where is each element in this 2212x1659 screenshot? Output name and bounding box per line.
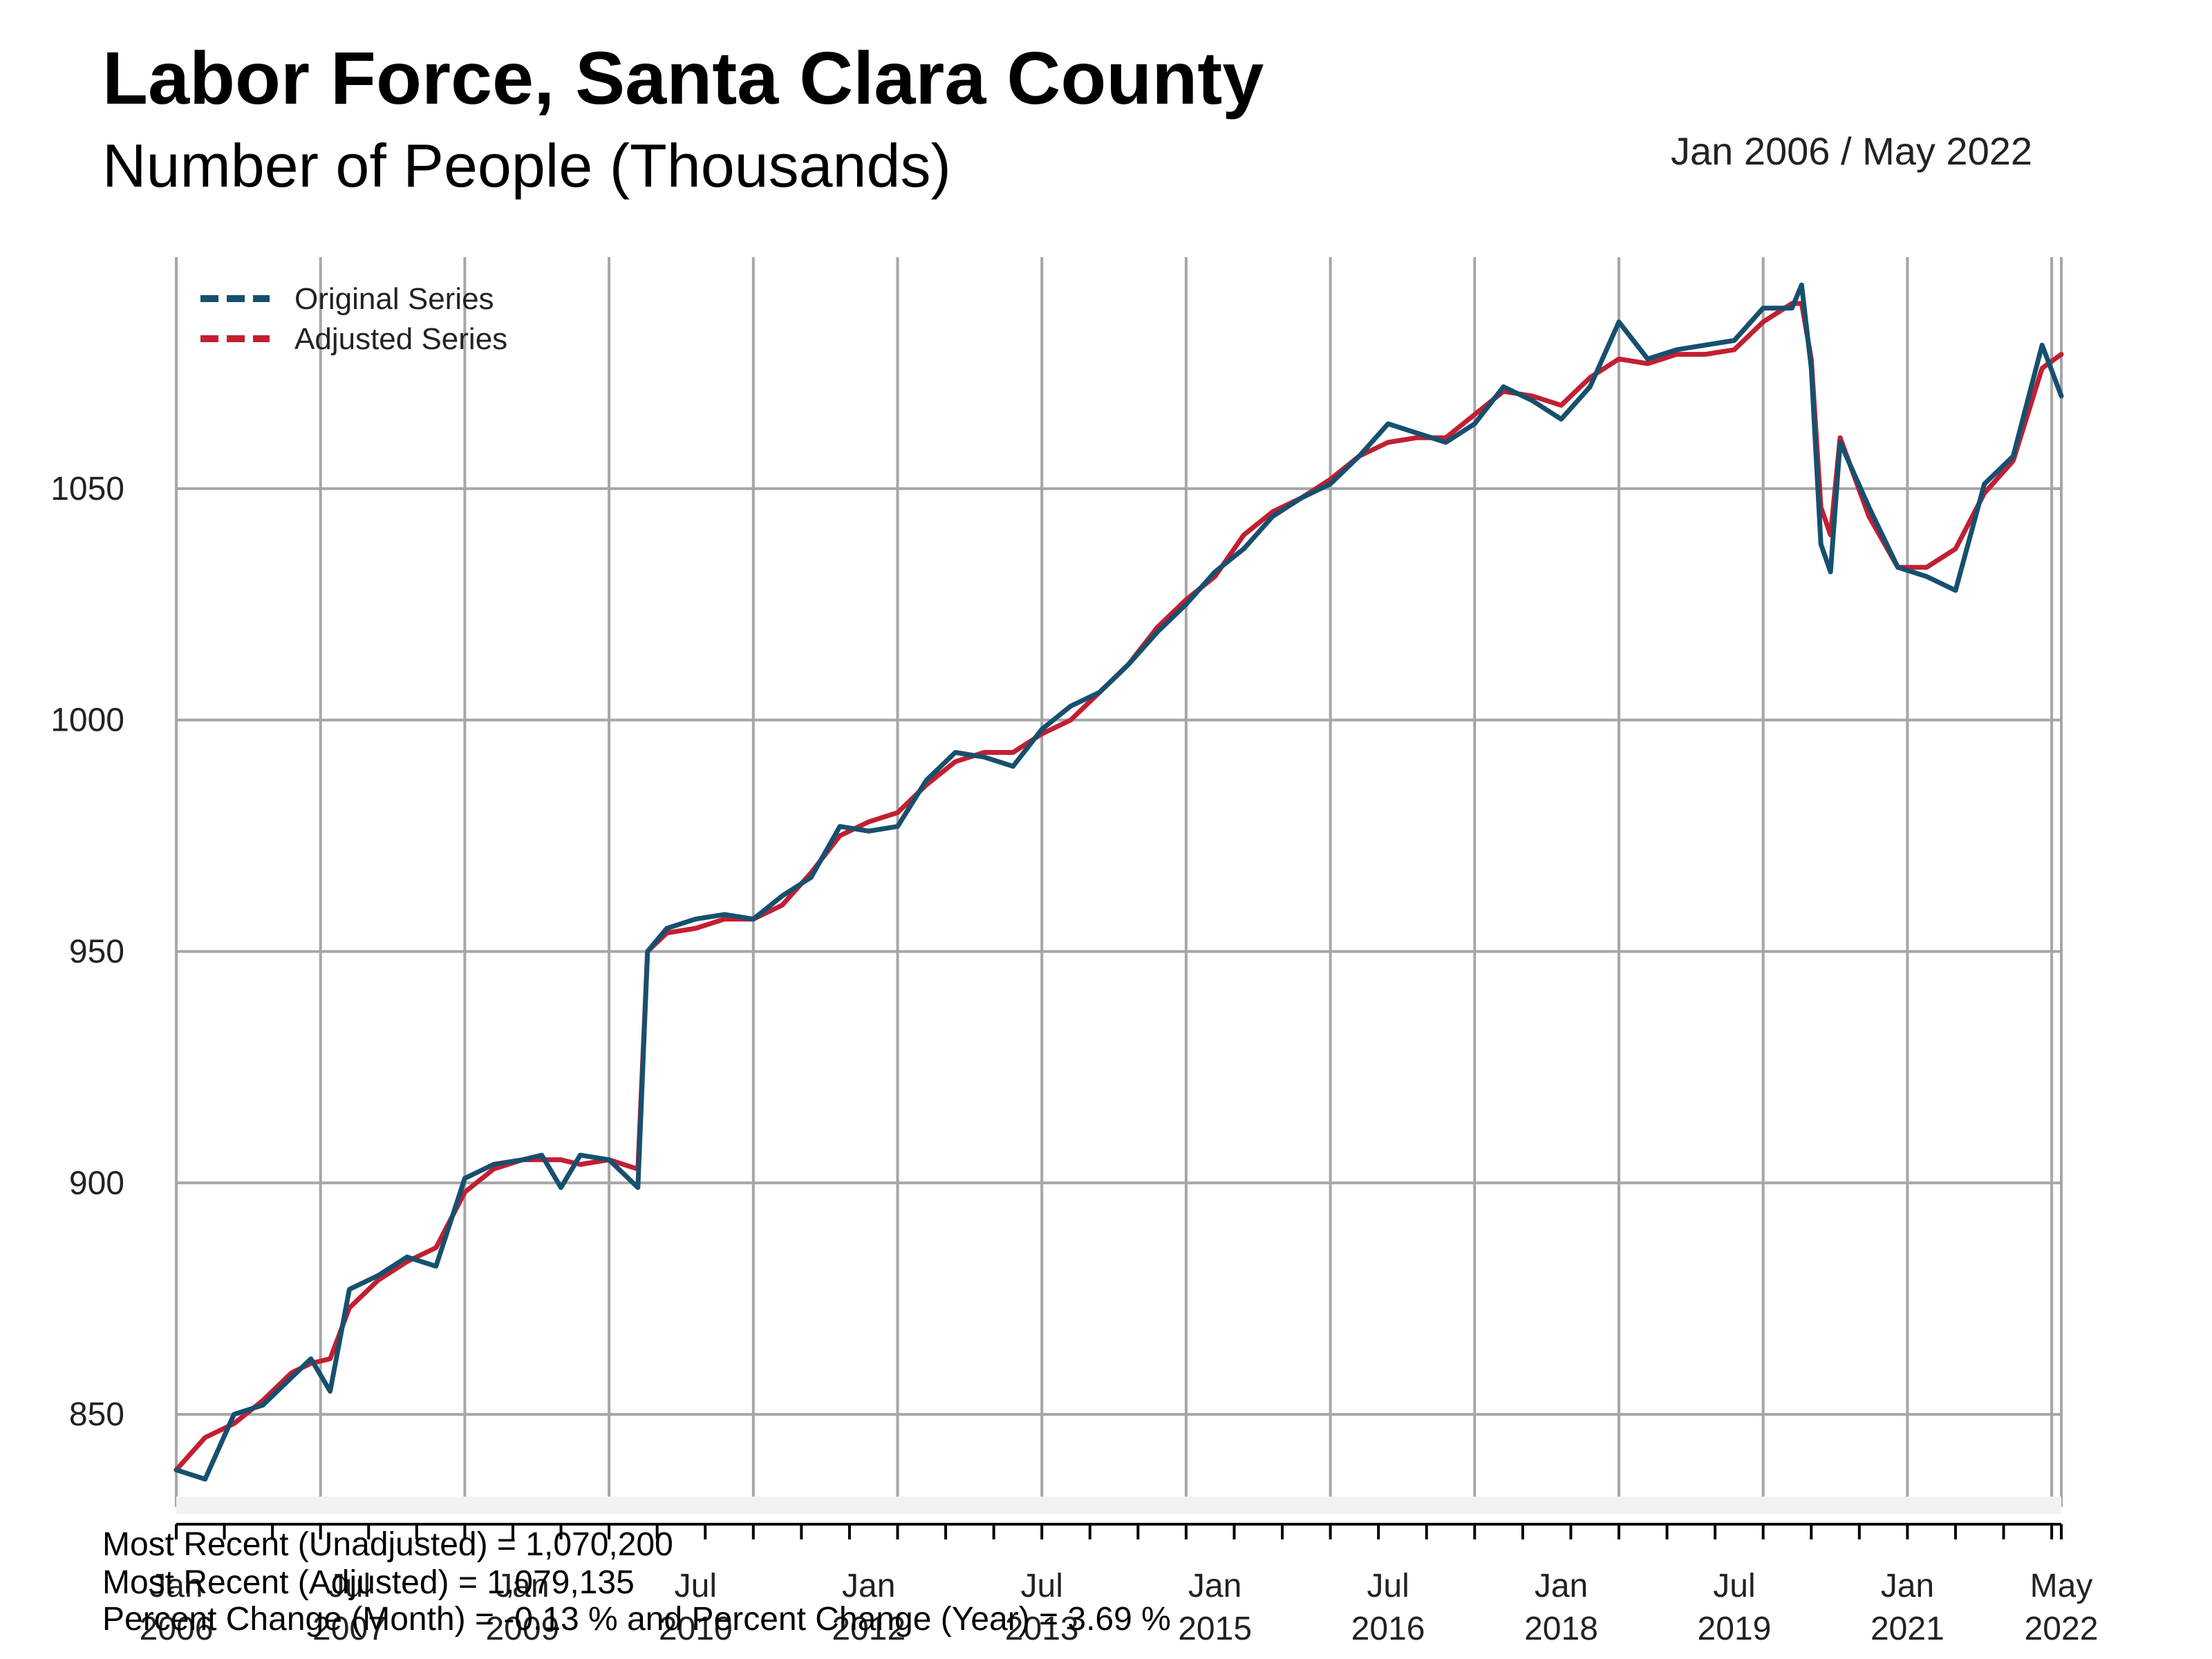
x-tick-label-month: Jan: [1535, 1568, 1588, 1604]
y-tick-label: 1000: [50, 702, 124, 739]
x-tick-label-month: Jul: [1021, 1568, 1063, 1604]
x-tick-label-year: 2015: [1178, 1611, 1252, 1647]
x-tick-label-year: 2019: [1698, 1611, 1772, 1647]
legend: Original Series Adjusted Series: [200, 282, 507, 356]
x-tick-label-year: 2021: [1871, 1611, 1944, 1647]
x-tick-label-year: 2007: [312, 1611, 386, 1647]
legend-label-adjusted: Adjusted Series: [294, 322, 507, 356]
legend-label-original: Original Series: [294, 282, 494, 316]
x-tick-label-month: Jul: [1367, 1568, 1409, 1604]
x-axis-band: [176, 1497, 2061, 1514]
x-tick-label-year: 2018: [1524, 1611, 1598, 1647]
x-tick-label-year: 2006: [140, 1611, 214, 1647]
x-tick-label-year: 2013: [1005, 1611, 1079, 1647]
series-line-adjusted: [174, 301, 2064, 1472]
y-axis: 850 900 950 1000 1050: [50, 471, 124, 1433]
x-tick-label-month: May: [2030, 1568, 2093, 1604]
chart-subtitle: Number of People (Thousands): [102, 131, 951, 200]
x-tick-label-year: 2016: [1351, 1611, 1425, 1647]
x-tick-label-year: 2009: [485, 1611, 559, 1647]
x-tick-label-month: Jan: [1881, 1568, 1934, 1604]
x-tick-label-month: Jan: [842, 1568, 895, 1604]
x-tick-label-month: Jul: [328, 1568, 371, 1604]
footer-most-recent-adjusted: Most Recent (Adjusted) = 1,079,135: [102, 1564, 635, 1601]
chart-title: Labor Force, Santa Clara County: [102, 36, 1264, 120]
series-lines: [174, 282, 2064, 1482]
x-tick-label-month: Jan: [149, 1568, 203, 1604]
footer-most-recent-unadjusted: Most Recent (Unadjusted) = 1,070,200: [102, 1526, 673, 1563]
gridlines: [175, 257, 2063, 1507]
x-tick-label-month: Jan: [1188, 1568, 1241, 1604]
y-tick-label: 850: [69, 1396, 124, 1433]
x-tick-label-year: 2010: [659, 1611, 733, 1647]
x-tick-label-month: Jan: [496, 1568, 549, 1604]
x-axis: Jan 2006 Jul 2007 Jan 2009 Jul 2010 Jan 2012 Jul 20…: [140, 1497, 2099, 1647]
x-tick-label-year: 2022: [2025, 1611, 2099, 1647]
x-tick-label-year: 2012: [832, 1611, 906, 1647]
footer-stats: Most Recent (Unadjusted) = 1,070,200 Mos…: [102, 1526, 1171, 1638]
x-tick-label-month: Jul: [675, 1568, 717, 1604]
footer-percent-change: Percent Change (Month) = -0.13 % and Per…: [102, 1601, 1171, 1638]
x-tick-label-month: Jul: [1713, 1568, 1755, 1604]
y-tick-label: 950: [69, 933, 124, 970]
y-tick-label: 1050: [50, 471, 124, 507]
date-range-label: Jan 2006 / May 2022: [1671, 129, 2032, 173]
y-tick-label: 900: [69, 1165, 124, 1201]
series-line-original: [174, 282, 2064, 1482]
